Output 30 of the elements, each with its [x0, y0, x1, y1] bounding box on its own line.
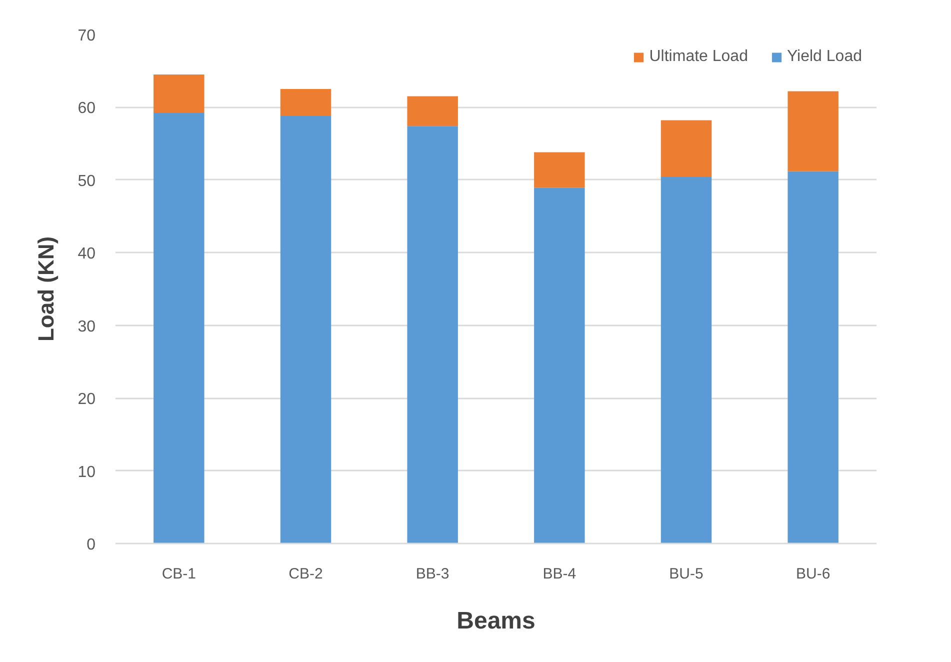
- legend-label: Yield Load: [786, 48, 862, 66]
- bar: [534, 152, 585, 188]
- x-axis-title: Beams: [456, 608, 536, 634]
- x-tick-label: CB-2: [288, 566, 323, 582]
- bar: [280, 89, 332, 116]
- bar: [534, 188, 585, 544]
- bar: [154, 113, 204, 544]
- y-tick-label: 10: [78, 464, 96, 481]
- y-tick-label: 0: [86, 536, 96, 554]
- y-axis-title: Load (KN): [34, 236, 59, 342]
- legend-label: Ultimate Load: [649, 48, 748, 66]
- y-tick-label: 20: [78, 391, 96, 408]
- y-tick-label: 70: [78, 28, 96, 44]
- bar: [660, 120, 712, 178]
- x-tick-label: BU-5: [669, 566, 704, 582]
- y-tick-label: 50: [78, 172, 96, 190]
- x-tick-label: CB-1: [162, 566, 196, 582]
- y-tick-label: 60: [78, 100, 96, 118]
- bar: [154, 74, 204, 114]
- x-tick-label: BB-3: [416, 566, 450, 582]
- y-tick-label: 40: [78, 246, 96, 263]
- bar: [788, 91, 838, 172]
- bar: [788, 171, 838, 544]
- x-tick-label: BB-4: [542, 566, 576, 582]
- bar: [407, 96, 458, 126]
- x-tick-label: BU-6: [796, 566, 830, 582]
- bar: [660, 177, 712, 544]
- y-tick-label: 30: [78, 318, 96, 336]
- bar: [407, 126, 458, 544]
- bar: [280, 116, 332, 544]
